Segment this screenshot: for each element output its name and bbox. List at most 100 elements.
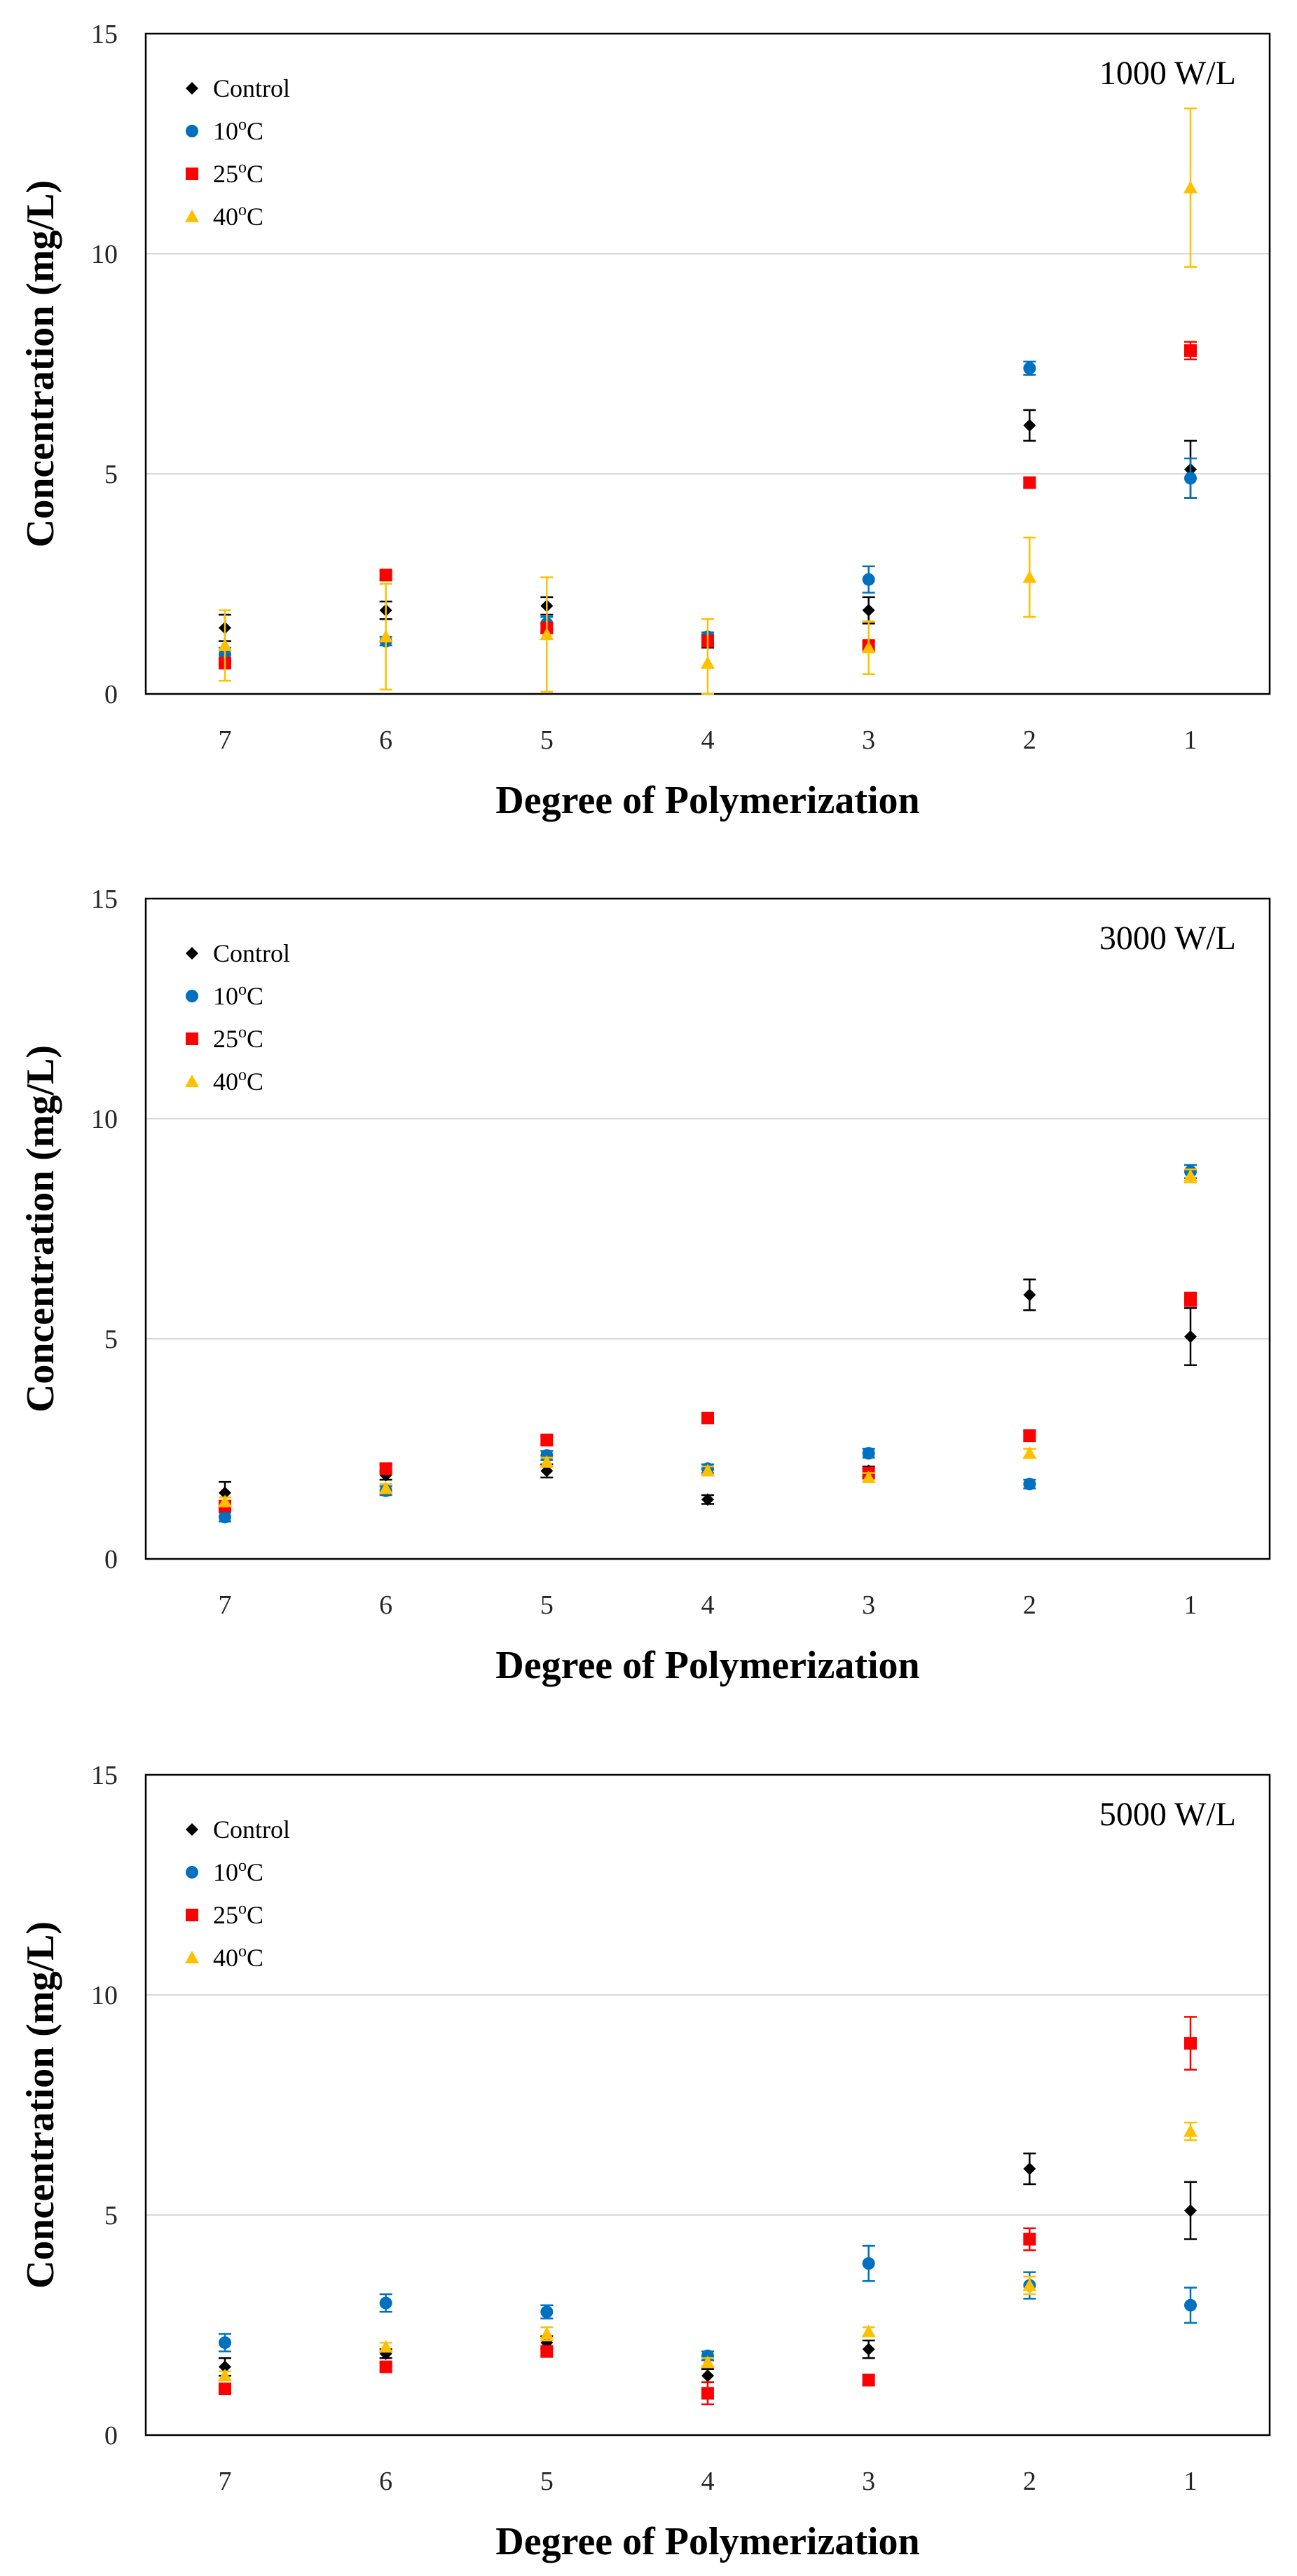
y-tick-label: 15 — [91, 1761, 118, 1790]
x-tick-label: 6 — [379, 725, 392, 755]
x-tick-label: 5 — [540, 725, 554, 755]
chart-panel-3: 0 5 10 15 7 6 5 4 3 2 1 Degree of Polymerization Con… — [19, 1761, 1271, 2563]
panel-label: 3000 W/L — [1099, 920, 1236, 957]
data-point — [862, 1447, 875, 1460]
y-tick-label: 5 — [104, 2201, 118, 2230]
data-point — [701, 1464, 715, 1477]
data-point — [1023, 2233, 1036, 2246]
data-point — [1023, 1429, 1036, 1443]
legend-label: 10oC — [213, 116, 263, 145]
data-point — [219, 2383, 231, 2396]
data-point — [540, 1464, 554, 1478]
data-point — [1023, 1478, 1036, 1491]
y-axis-title: Concentration (mg/L) — [19, 180, 62, 547]
legend-marker — [185, 1951, 199, 1963]
data-point — [540, 2345, 554, 2358]
x-tick-label: 7 — [219, 725, 232, 755]
y-tick-label: 10 — [91, 240, 118, 269]
data-point — [701, 2369, 714, 2383]
data-point — [862, 2343, 875, 2356]
data-point — [378, 2340, 393, 2353]
legend-label: 10oC — [213, 1857, 263, 1886]
legend-marker — [186, 990, 198, 1002]
series-2 — [219, 2016, 1197, 2406]
data-point — [862, 573, 875, 586]
legend-marker — [186, 82, 198, 95]
data-point — [1023, 476, 1036, 489]
legend-marker — [186, 1033, 198, 1045]
y-axis-title: Concentration (mg/L) — [19, 1045, 62, 1412]
data-point — [1023, 362, 1036, 375]
x-tick-label: 4 — [701, 725, 715, 755]
data-point — [1022, 1446, 1037, 1459]
y-tick-label: 0 — [104, 2421, 118, 2451]
data-point — [540, 1454, 554, 1468]
x-axis-title: Degree of Polymerization — [495, 779, 919, 822]
legend-marker — [186, 125, 198, 137]
legend-marker — [186, 1823, 198, 1836]
data-point — [1184, 2037, 1197, 2050]
data-point — [862, 2373, 875, 2387]
legend-label: Control — [213, 74, 290, 102]
y-axis-title: Concentration (mg/L) — [19, 1921, 62, 2289]
legend-label: 40oC — [213, 1942, 263, 1972]
data-point — [701, 656, 715, 669]
data-point — [379, 2360, 392, 2373]
data-point — [701, 2355, 715, 2369]
data-point — [862, 604, 875, 617]
data-point — [218, 1494, 232, 1508]
data-point — [1183, 180, 1198, 193]
data-point — [379, 2296, 392, 2310]
x-tick-label: 6 — [379, 2467, 392, 2496]
legend-label: 40oC — [213, 201, 263, 231]
x-tick-label: 6 — [379, 1590, 392, 1620]
x-tick-label: 4 — [701, 1590, 715, 1620]
data-point — [1022, 570, 1037, 583]
series-3 — [218, 2121, 1198, 2382]
data-point — [219, 1486, 231, 1499]
x-tick-label: 3 — [862, 2467, 875, 2496]
x-tick-label: 7 — [219, 2467, 232, 2496]
data-point — [1022, 2278, 1037, 2291]
legend-marker — [186, 1866, 198, 1879]
legend-label: 10oC — [213, 981, 263, 1010]
series-1 — [219, 360, 1197, 662]
y-tick-label: 0 — [104, 680, 118, 709]
legend-label: 25oC — [213, 1900, 263, 1929]
x-tick-label: 3 — [862, 1590, 875, 1620]
plot-frame — [144, 897, 1271, 1560]
data-point — [379, 1462, 392, 1476]
x-tick-label: 5 — [540, 2467, 554, 2496]
panel-label: 1000 W/L — [1099, 55, 1236, 92]
y-tick-label: 5 — [104, 460, 118, 489]
data-point — [1023, 418, 1036, 432]
data-point — [219, 2360, 231, 2373]
legend-marker — [185, 210, 199, 222]
y-tick-label: 10 — [91, 1981, 118, 2010]
legend-marker — [186, 1909, 198, 1921]
x-axis-title: Degree of Polymerization — [495, 1644, 919, 1687]
data-point — [1183, 2124, 1198, 2137]
data-point — [540, 627, 554, 641]
legend-label: 40oC — [213, 1066, 263, 1096]
x-tick-label: 2 — [1023, 725, 1036, 755]
data-point — [1184, 2204, 1197, 2217]
y-tick-label: 10 — [91, 1105, 118, 1134]
legend-label: Control — [213, 1815, 290, 1844]
data-point — [701, 2387, 714, 2400]
data-point — [701, 1412, 714, 1425]
x-tick-label: 4 — [701, 2467, 715, 2496]
x-tick-label: 1 — [1184, 1590, 1198, 1620]
data-point — [540, 2305, 554, 2319]
data-point — [218, 638, 232, 651]
data-point — [1184, 344, 1197, 357]
plot-frame — [144, 1773, 1271, 2437]
x-tick-label: 1 — [1184, 725, 1198, 755]
series-1 — [219, 2244, 1197, 2362]
series-0 — [219, 2152, 1197, 2383]
chart-panel-2: 0 5 10 15 7 6 5 4 3 2 1 Degree of Polymerization Con… — [19, 885, 1271, 1687]
legend-label: Control — [213, 939, 290, 967]
data-point — [861, 1470, 876, 1483]
y-tick-label: 15 — [91, 20, 118, 49]
